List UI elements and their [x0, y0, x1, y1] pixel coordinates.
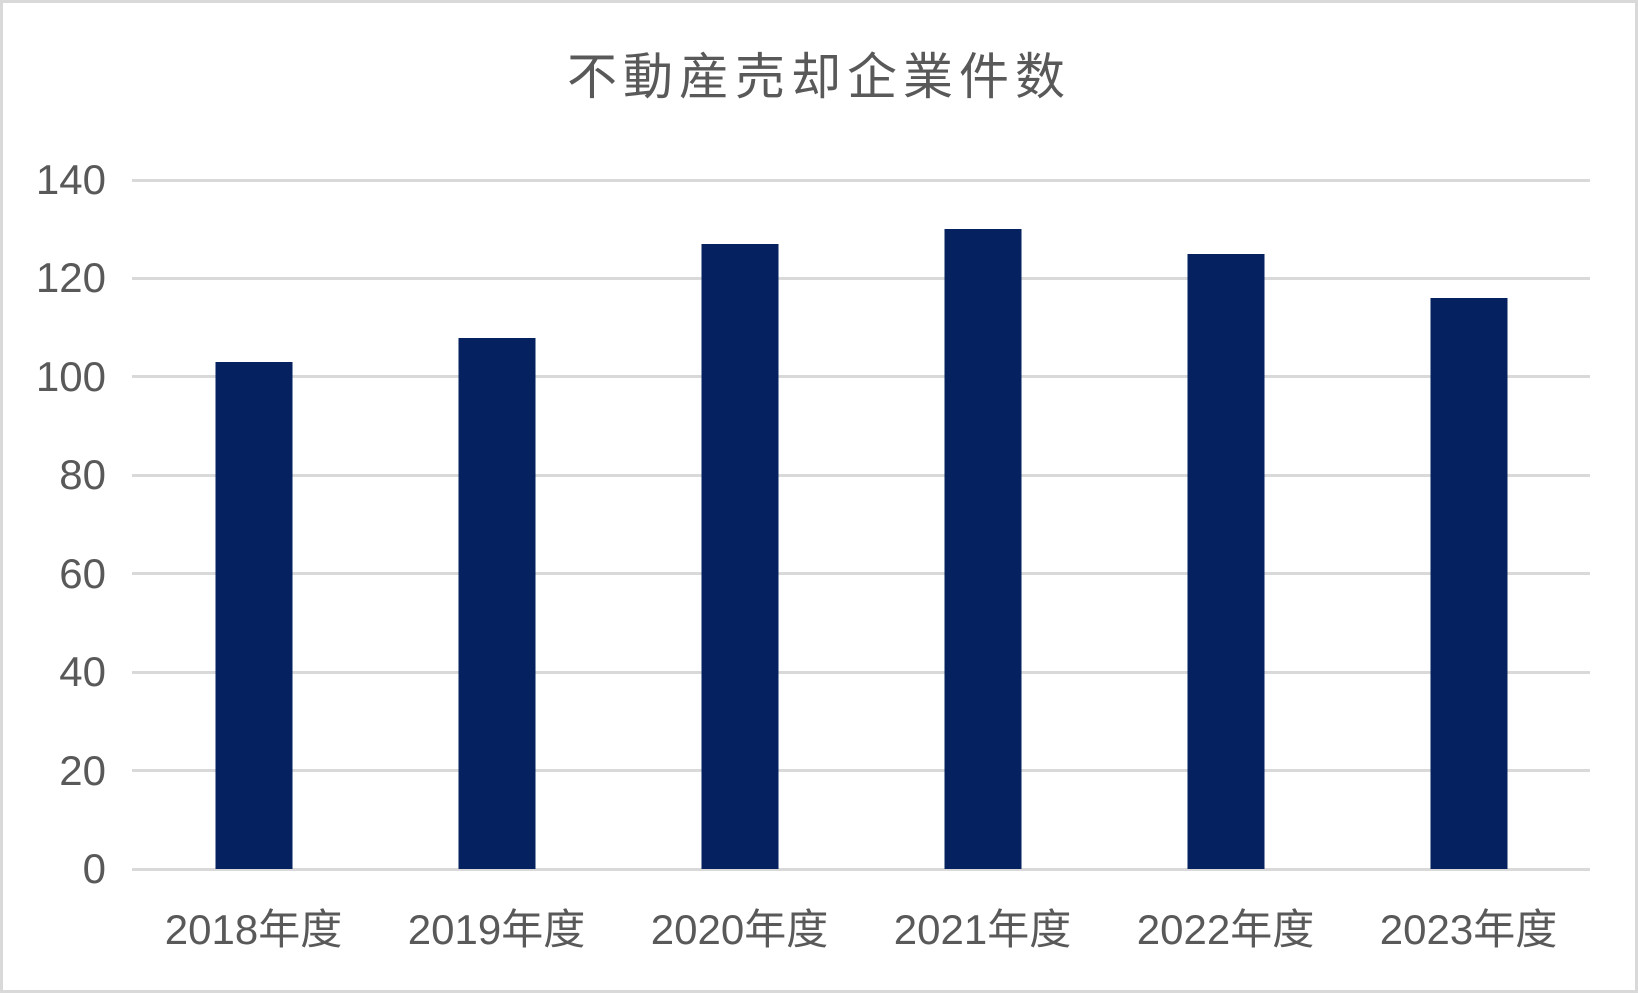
- y-axis-tick-label-20: 20: [59, 746, 106, 794]
- bar-2020年度: [701, 243, 778, 869]
- x-axis-tick-label-2022年度: 2022年度: [1136, 906, 1315, 953]
- bar-2018年度: [215, 362, 292, 869]
- plot-area: 0 20 40 60 80 100 120 140 2018年度 2019年度 2020年度 2021…: [36, 159, 1590, 951]
- y-axis-tick-label-0: 0: [82, 845, 106, 892]
- bar-2023年度: [1430, 298, 1507, 869]
- x-axis-tick-label-2021年度: 2021年度: [893, 906, 1072, 953]
- gridline-100: [132, 375, 1590, 379]
- gridline-40: [132, 670, 1590, 674]
- gridline-120: [132, 276, 1590, 280]
- x-axis-tick-label-2018年度: 2018年度: [164, 906, 343, 953]
- y-axis-tick-label-80: 80: [59, 451, 106, 499]
- y-axis-tick-label-100: 100: [35, 352, 106, 400]
- gridline-0: [132, 867, 1590, 871]
- bar-2021年度: [944, 229, 1021, 869]
- chart-title: 不動産売却企業件数: [567, 49, 1071, 105]
- y-axis-tick-label-60: 60: [59, 549, 106, 597]
- x-axis-tick-label-2023年度: 2023年度: [1379, 906, 1558, 953]
- gridline-80: [132, 473, 1590, 477]
- y-axis-tick-label-40: 40: [59, 648, 106, 696]
- y-axis-tick-label-140: 140: [35, 156, 106, 203]
- bar-2019年度: [458, 337, 535, 869]
- x-axis-tick-label-2019年度: 2019年度: [407, 906, 586, 953]
- y-axis-tick-label-120: 120: [35, 254, 106, 302]
- gridline-20: [132, 769, 1590, 773]
- gridline-60: [132, 572, 1590, 576]
- bar-2022年度: [1187, 253, 1264, 869]
- x-axis-tick-label-2020年度: 2020年度: [650, 906, 829, 953]
- gridline-140: [132, 178, 1590, 182]
